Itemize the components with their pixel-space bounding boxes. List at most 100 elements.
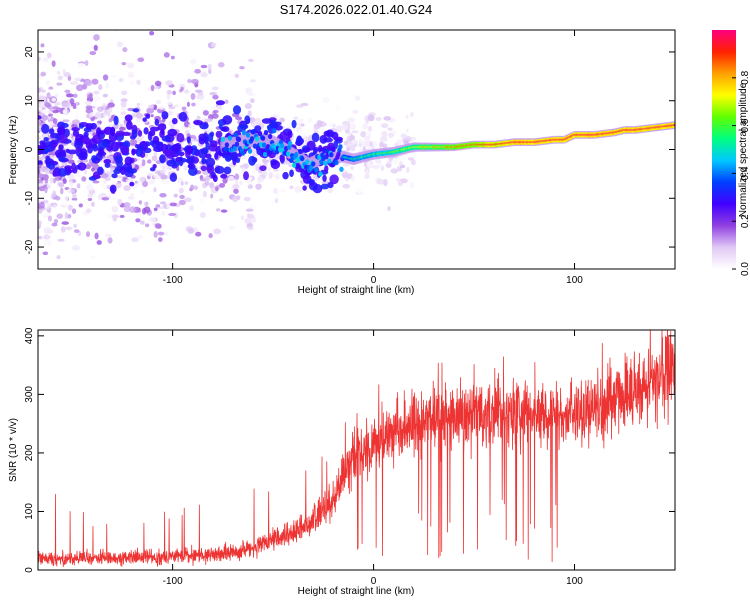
spectral-noise-point: [51, 222, 58, 227]
spectral-noise-point: [195, 101, 201, 108]
spectral-noise-point: [74, 101, 80, 106]
spectral-noise-point: [54, 123, 58, 128]
snr-frame: [37, 329, 676, 571]
spectral-noise-point: [298, 128, 304, 136]
spectral-blob: [205, 141, 210, 152]
spectral-noise-point: [136, 235, 144, 240]
spectral-noise-point: [94, 112, 102, 119]
spectral-noise-point: [170, 123, 175, 130]
spectral-noise-point: [189, 58, 197, 65]
spectral-noise-point: [212, 109, 219, 114]
spectral-noise-point: [118, 126, 126, 131]
spectral-noise-point: [66, 188, 73, 194]
spectral-blob: [318, 145, 323, 152]
spectral-noise-point: [212, 94, 219, 100]
spectral-noise-point: [118, 77, 124, 83]
spectral-noise-point: [60, 226, 66, 233]
spectral-noise-point: [127, 195, 135, 200]
spectral-blob: [176, 132, 185, 143]
spectral-noise-point: [196, 115, 201, 121]
spectral-noise-point: [350, 175, 355, 182]
spectral-noise-point: [150, 84, 155, 92]
spectral-noise-point: [345, 129, 351, 134]
spectral-noise-point: [209, 91, 218, 96]
spectral-noise-point: [245, 208, 254, 212]
colorbar: 0.0 0.2 0.4 0.6 0.8 Normalized spectral ampl…: [712, 30, 750, 276]
spectral-noise-point: [202, 110, 209, 116]
spectral-noise-point: [64, 212, 68, 218]
spectral-blob: [214, 165, 225, 175]
spectral-noise-point: [117, 198, 123, 206]
spectral-noise-point: [355, 173, 362, 180]
spectral-noise-point: [52, 109, 59, 114]
spectral-noise-point: [81, 176, 87, 182]
spectral-blob: [160, 128, 165, 135]
spectral-noise-point: [52, 177, 56, 184]
spectral-blob: [92, 171, 101, 179]
ridge-core: [257, 130, 263, 137]
ridge-core: [298, 148, 303, 155]
spectral-noise-point: [65, 226, 73, 231]
spectral-noise-point: [161, 211, 166, 216]
ridge-core: [249, 136, 255, 142]
spectral-noise-point: [179, 194, 185, 199]
spectral-noise-point: [120, 98, 128, 103]
spectral-noise-point: [110, 74, 118, 78]
spectral-blob: [289, 169, 294, 177]
spectrogram-y-axis-label: Frequency (Hz): [8, 116, 19, 185]
spectral-noise-point: [213, 228, 222, 235]
spectral-noise-point: [400, 133, 408, 139]
spectral-blob: [208, 143, 218, 152]
spectral-blob: [38, 115, 42, 120]
spectral-noise-point: [204, 59, 209, 63]
spectral-noise-point: [71, 188, 76, 194]
spectral-noise-point: [313, 123, 322, 130]
spectral-noise-point: [204, 181, 210, 186]
spectral-noise-point: [38, 178, 43, 184]
spectral-noise-point: [101, 197, 110, 201]
spectral-blob: [200, 165, 207, 172]
spectral-noise-point: [84, 60, 89, 66]
spectral-noise-point: [61, 221, 69, 225]
ridge-core: [309, 165, 314, 171]
spectral-noise-point: [46, 92, 51, 99]
spectral-noise-point: [120, 106, 127, 111]
spectral-blob: [71, 162, 77, 171]
spectral-noise-point: [234, 73, 240, 78]
spectral-blob: [171, 143, 181, 153]
ridge-core: [241, 130, 247, 136]
spectral-noise-point: [87, 94, 93, 99]
spectral-noise-point: [397, 180, 403, 187]
spectral-noise-point: [166, 92, 171, 100]
spectral-noise-point: [75, 113, 79, 120]
spectral-noise-point: [77, 62, 86, 68]
spectral-noise-point: [38, 120, 43, 127]
spectral-noise-point: [72, 244, 80, 251]
spectral-noise-point: [195, 231, 202, 237]
spectral-noise-point: [372, 140, 377, 148]
spectral-blob: [109, 184, 117, 194]
spectral-noise-point: [93, 44, 98, 51]
spectral-blob: [186, 145, 193, 155]
spectral-blob: [221, 126, 230, 132]
ridge-core: [338, 144, 343, 150]
spectral-noise-point: [387, 206, 391, 211]
spectral-noise-point: [139, 101, 143, 107]
snr-y-tick-label: 300: [24, 386, 35, 403]
spectral-noise-point: [153, 104, 158, 111]
spectral-noise-point: [215, 186, 219, 192]
spectral-blob: [171, 117, 178, 125]
spectral-noise-point: [123, 206, 131, 213]
spectral-noise-point: [42, 57, 49, 63]
spectral-noise-point: [158, 106, 165, 110]
spectral-noise-point: [137, 57, 145, 62]
spectral-noise-point: [43, 227, 51, 235]
spectral-noise-point: [54, 92, 59, 99]
spectral-noise-point: [110, 166, 114, 173]
spectral-blob: [193, 119, 204, 126]
spectral-noise-point: [376, 178, 385, 185]
spectral-noise-point: [139, 220, 145, 225]
spectral-noise-point: [139, 176, 146, 183]
spectral-noise-point: [233, 188, 239, 194]
spectral-noise-point: [112, 215, 118, 222]
